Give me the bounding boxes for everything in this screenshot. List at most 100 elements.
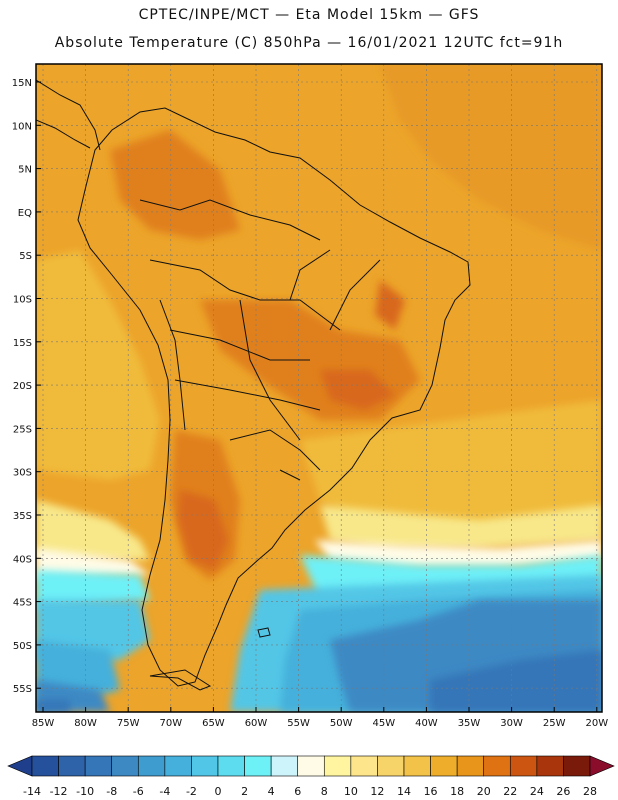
colorbar-swatch	[84, 755, 113, 777]
colorbar-label: -12	[50, 785, 68, 798]
colorbar-swatch	[483, 755, 511, 777]
lon-label: 70W	[159, 718, 182, 729]
lon-label: 50W	[330, 718, 353, 729]
field-blue-dark	[36, 650, 602, 712]
colorbar-swatch	[377, 755, 405, 777]
falklands	[257, 627, 271, 638]
colorbar-swatch	[137, 755, 166, 777]
tierra-del-fuego	[149, 669, 212, 691]
colorbar-label: 2	[241, 785, 248, 798]
lat-label: 15S	[13, 338, 32, 349]
graticule	[36, 64, 602, 712]
central-america-coastline	[36, 79, 101, 151]
colorbar-label: -14	[23, 785, 41, 798]
lat-label: 50S	[13, 641, 32, 652]
colorbar-swatch	[111, 755, 139, 777]
lat-label: 5N	[18, 165, 32, 176]
colorbar-label: 16	[424, 785, 438, 798]
lon-label: 80W	[74, 718, 97, 729]
colorbar-swatch	[244, 755, 272, 777]
colorbar-label: 28	[583, 785, 597, 798]
lon-label: 60W	[245, 718, 268, 729]
map-frame	[35, 63, 603, 713]
colorbar-swatch	[509, 755, 538, 777]
colorbar-swatch	[270, 755, 299, 777]
colorbar-swatch	[31, 755, 59, 777]
colorbar-label: -6	[133, 785, 144, 798]
colorbar-label: 18	[450, 785, 464, 798]
colorbar-swatch	[350, 755, 378, 777]
field-hot-amazon	[110, 130, 240, 240]
lat-label: 5S	[19, 251, 32, 262]
colorbar-swatch	[323, 755, 352, 777]
colorbar-label: 0	[215, 785, 222, 798]
country-borders	[139, 199, 381, 481]
lat-label: 40S	[13, 554, 32, 565]
colorbar	[7, 755, 615, 777]
colorbar-swatch	[58, 755, 86, 777]
temperature-field	[36, 64, 602, 712]
lat-label: 15N	[12, 78, 32, 89]
colorbar-swatch	[430, 755, 458, 777]
lon-label: 55W	[287, 718, 310, 729]
lon-label: 40W	[415, 718, 438, 729]
colorbar-label: -4	[159, 785, 170, 798]
colorbar-swatch	[191, 755, 219, 777]
colorbar-label: 6	[294, 785, 301, 798]
longitude-labels: 85W 80W 75W 70W 65W 60W 55W 50W 45W 40W 35W 30W 25W 2…	[32, 707, 608, 729]
colorbar-label: 26	[556, 785, 570, 798]
lat-label: 20S	[13, 381, 32, 392]
colorbar-swatch	[403, 755, 431, 777]
lon-label: 65W	[202, 718, 225, 729]
colorbar-arrow-left	[7, 755, 33, 777]
coastlines	[36, 79, 471, 691]
lon-label: 35W	[458, 718, 481, 729]
south-america-coastline	[77, 107, 471, 687]
lat-label: 25S	[13, 424, 32, 435]
lat-label: 55S	[13, 684, 32, 695]
map-title-line1: CPTEC/INPE/MCT — Eta Model 15km — GFS	[138, 7, 480, 23]
field-cream-band	[36, 540, 602, 580]
lat-label: 10N	[12, 121, 32, 132]
field-ocean-ne	[380, 64, 602, 250]
field-veryhot-se-brazil	[320, 280, 405, 410]
colorbar-label: 10	[344, 785, 358, 798]
colorbar-swatch	[563, 755, 591, 777]
colorbar-label: 22	[503, 785, 517, 798]
lat-label: 45S	[13, 598, 32, 609]
lat-label: 35S	[13, 511, 32, 522]
field-atlantic-pale	[300, 400, 602, 530]
colorbar-label: 24	[530, 785, 544, 798]
colorbar-label: 8	[321, 785, 328, 798]
colorbar-swatch	[217, 755, 245, 777]
lon-label: 20W	[585, 718, 608, 729]
lon-label: 30W	[500, 718, 523, 729]
colorbar-swatch	[456, 755, 485, 777]
colorbar-label: 4	[268, 785, 275, 798]
field-cyan-band	[36, 555, 602, 610]
colorbar-swatch	[164, 755, 192, 777]
lon-label: 45W	[372, 718, 395, 729]
colorbar-label: 12	[370, 785, 384, 798]
map-title-line2: Absolute Temperature (C) 850hPa — 16/01/…	[54, 35, 564, 51]
field-veryhot-argentina	[178, 490, 228, 570]
field-yellow-band	[36, 500, 602, 560]
colorbar-swatch	[297, 755, 325, 777]
colorbar-labels: -14 -12 -10 -8 -6 -4 -2 0 2 4 6 8 10 12 14 16 18 20 22 24 26…	[23, 785, 597, 798]
colorbar-swatch	[536, 755, 564, 777]
colorbar-label: -8	[106, 785, 117, 798]
lat-label: 10S	[13, 295, 32, 306]
colorbar-label: 14	[397, 785, 411, 798]
colorbar-label: -10	[76, 785, 94, 798]
latitude-labels: 15N 10N 5N EQ 5S 10S 15S 20S 25S 30S 35S 40S 45S 50S 5…	[12, 78, 41, 695]
lon-label: 25W	[543, 718, 566, 729]
colorbar-label: -2	[186, 785, 197, 798]
lat-label: 30S	[13, 468, 32, 479]
lat-label: EQ	[18, 208, 32, 219]
lon-label: 75W	[117, 718, 140, 729]
field-pacific-pale	[36, 250, 160, 480]
colorbar-arrow-right	[589, 755, 615, 777]
lon-label: 85W	[32, 718, 55, 729]
colorbar-label: 20	[477, 785, 491, 798]
